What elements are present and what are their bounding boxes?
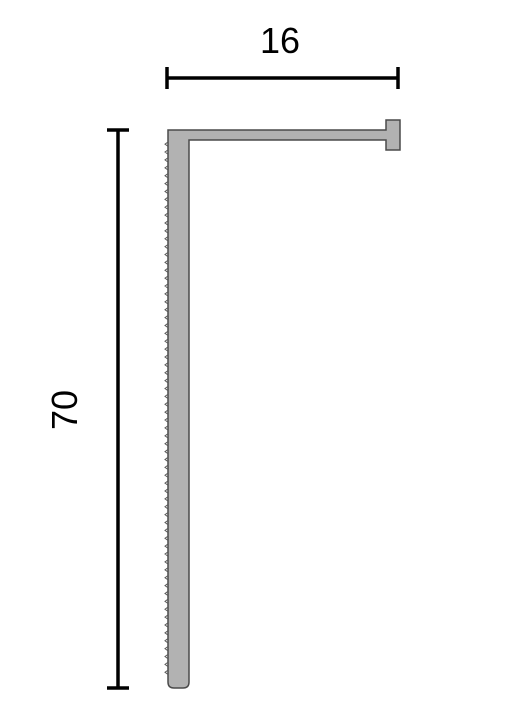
dim-label-height: 70 <box>44 390 86 430</box>
profile-shape <box>165 120 400 688</box>
dim-horizontal <box>167 67 398 89</box>
profile-drawing <box>0 0 508 718</box>
diagram-container: 16 70 <box>0 0 508 718</box>
dim-vertical <box>107 130 129 688</box>
dim-label-width: 16 <box>260 20 300 62</box>
